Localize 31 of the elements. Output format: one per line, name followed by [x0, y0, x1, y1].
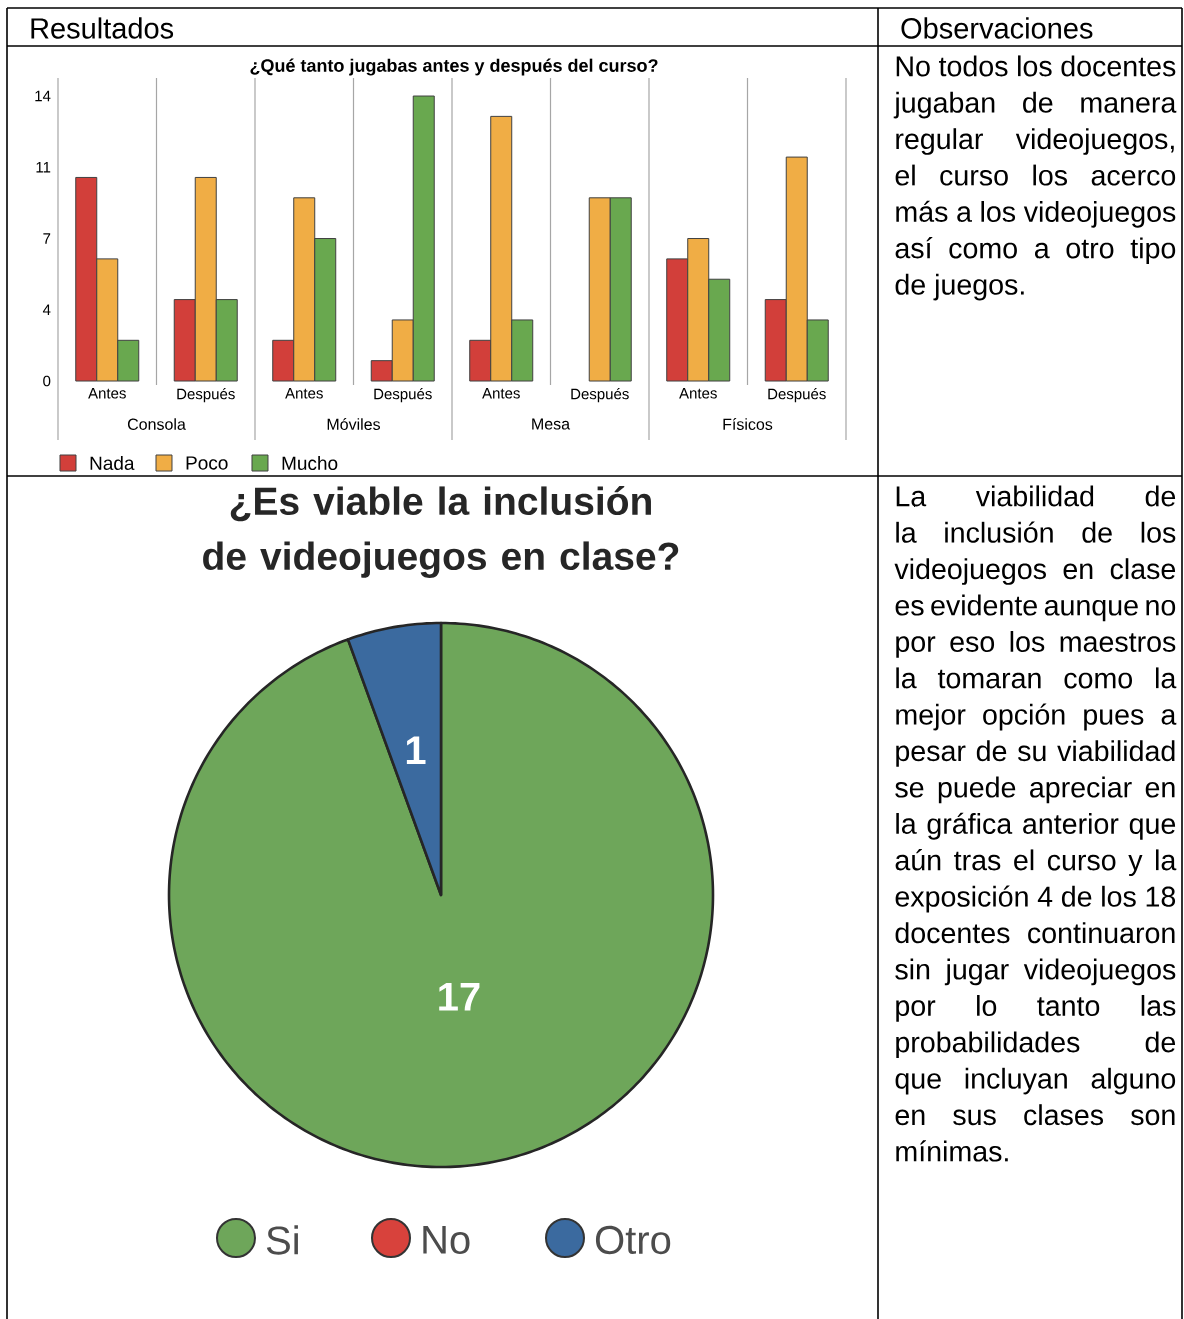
text: La viabilidad de la inclusión de los videojuegos en clase es evidente aunque no por eso los maestros la tomaran como la mejor opción pues a pesar de su viabilidad se puede apreciar en la gráfica anterior que aún tras el curso y la exposición 4 de los 18 docentes continuaron sin jugar videojuegos por lo tanto las probabilidades de que incluyan alguno en sus clases son mínimas. [894, 485, 1177, 1162]
chart-title: ¿Qué tanto jugabas antes y después del curso? [250, 58, 658, 76]
y-tick-label: 0 [43, 375, 51, 387]
text: Físicos [723, 418, 773, 430]
x-tick-label: Después [177, 388, 235, 403]
text: Resultados [31, 17, 174, 39]
chart-title: ¿Es viable la inclusión de videojuegos en clase? [203, 486, 679, 578]
x-tick-label: Después [571, 388, 629, 403]
x-tick-label: Antes [482, 388, 520, 399]
text: Observaciones [901, 17, 1093, 39]
x-tick-label: Antes [285, 388, 323, 399]
legend-label: Mucho [282, 456, 338, 470]
x-tick-label: Antes [88, 388, 126, 399]
text: No todos los docentes jugaban de manera regular videojuegos, el curso los acerco más a los videojuegos así como a otro tipo de juegos. [893, 55, 1177, 301]
x-tick-label: Después [768, 388, 826, 403]
legend-label: Poco [186, 456, 228, 470]
x-tick-label: Antes [679, 388, 717, 399]
legend-label: Nada [90, 456, 135, 470]
y-tick-label: 14 [35, 90, 51, 102]
legend-label: Otro [595, 1225, 671, 1255]
text: Consola [127, 418, 186, 430]
text: Móviles [327, 418, 381, 430]
legend-label: Si [266, 1225, 298, 1255]
y-tick-label: 4 [42, 304, 51, 315]
data-label: 1 [406, 736, 426, 765]
text: Mesa [532, 418, 571, 430]
data-label: 17 [439, 983, 480, 1011]
y-tick-label: 11 [36, 162, 51, 173]
x-tick-label: Después [374, 388, 432, 403]
legend-label: No [423, 1226, 470, 1254]
y-tick-label: 7 [43, 233, 51, 244]
